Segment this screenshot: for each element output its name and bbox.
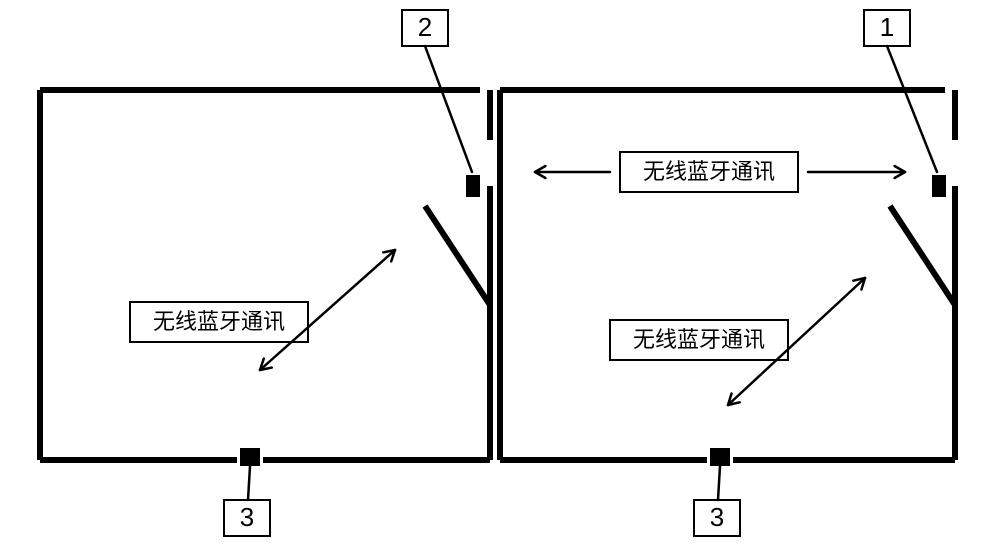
diagram-canvas: 无线蓝牙通讯无线蓝牙通讯无线蓝牙通讯1233 bbox=[0, 0, 1000, 545]
room-right-door bbox=[890, 206, 955, 305]
c2-leader bbox=[425, 46, 472, 172]
marker-m1 bbox=[932, 175, 946, 197]
c1-leader bbox=[887, 46, 937, 172]
c2-num: 2 bbox=[418, 12, 432, 42]
lbl_top-text: 无线蓝牙通讯 bbox=[643, 159, 775, 184]
marker-m3_left bbox=[240, 448, 260, 466]
marker-m3_right bbox=[710, 448, 730, 466]
lbl_right-text: 无线蓝牙通讯 bbox=[633, 327, 765, 352]
c3b-num: 3 bbox=[710, 502, 724, 532]
c3a-leader bbox=[248, 466, 250, 500]
room-left-door bbox=[425, 206, 490, 305]
lbl_left-text: 无线蓝牙通讯 bbox=[153, 309, 285, 334]
c3b-leader bbox=[718, 466, 720, 500]
c3a-num: 3 bbox=[240, 502, 254, 532]
c1-num: 1 bbox=[880, 12, 894, 42]
marker-m2 bbox=[466, 175, 480, 197]
